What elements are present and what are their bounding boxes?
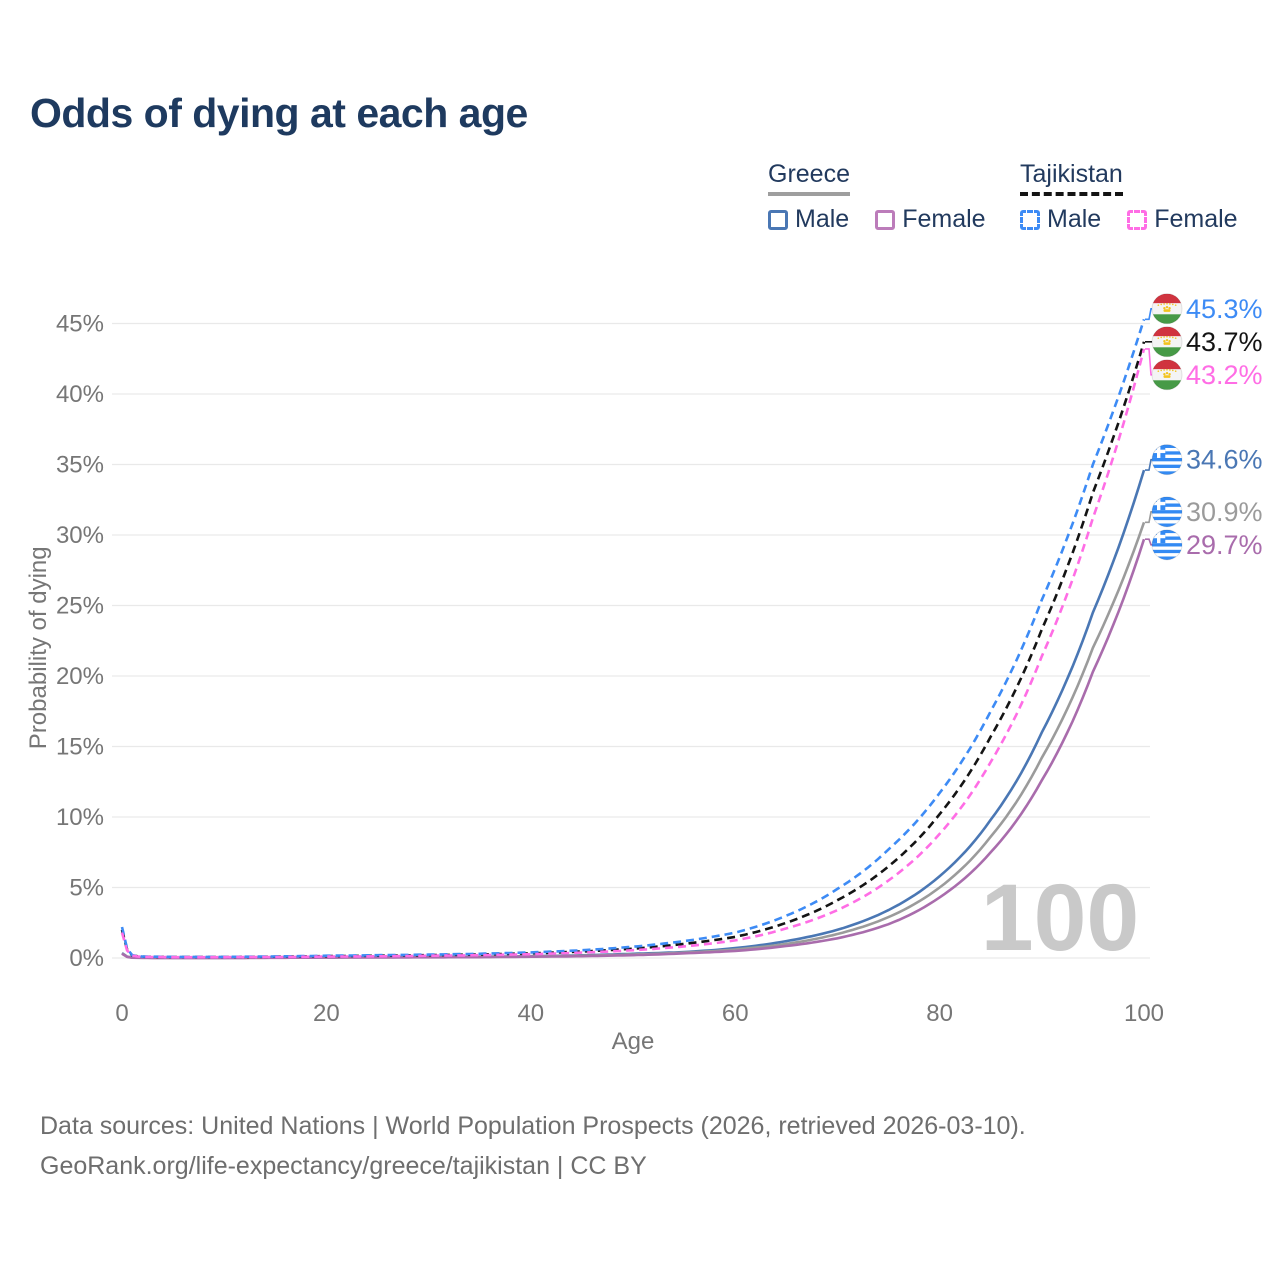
y-tick-label: 40% [56,381,104,408]
greece-flag-icon [1151,529,1183,561]
legend-header-greece[interactable]: Greece [768,160,850,196]
y-tick-label: 25% [56,593,104,620]
legend-group-greece: Greece Male Female [768,160,986,234]
tajikistan-flag-icon [1151,359,1183,391]
tajikistan-flag-icon [1151,326,1183,358]
end-value-label-tajikistan-female: 43.2% [1186,360,1263,390]
legend-items-greece: Male Female [768,205,986,234]
data-sources-footer: Data sources: United Nations | World Pop… [40,1106,1026,1186]
y-tick-label: 0% [69,945,104,972]
x-tick-label: 100 [1124,1000,1164,1027]
legend-item-label: Female [1154,205,1238,233]
end-value-label-greece: 30.9% [1186,497,1263,527]
series-line-tajikistan-male[interactable] [120,318,1146,959]
page-title: Odds of dying at each age [30,90,528,136]
y-tick-label: 35% [56,452,104,479]
legend-item-label: Male [1047,205,1102,233]
greece-male-swatch [768,209,788,230]
y-tick-label: 15% [56,734,104,761]
greece-flag-icon [1151,496,1183,528]
y-tick-label: 45% [56,311,104,338]
legend-group-tajikistan: Tajikistan Male Female [1020,160,1238,234]
greece-female-swatch [875,209,896,230]
tajikistan-flag-icon [1151,293,1183,325]
gridlines: 0% 5% 10% 15% 20% 25% 30% 35% 40% 45% [56,311,1150,972]
y-tick-label: 10% [56,804,104,831]
legend-item-greece-male[interactable]: Male [768,205,849,234]
x-tick-label: 60 [722,1000,749,1027]
legend-item-tajikistan-male[interactable]: Male [1020,205,1101,234]
tajikistan-male-swatch [1020,209,1040,230]
legend-item-tajikistan-female[interactable]: Female [1127,205,1238,234]
legend-item-label: Female [902,205,986,233]
y-axis-title: Probability of dying [25,546,52,749]
series-line-tajikistan-female[interactable] [120,348,1146,959]
y-tick-label: 20% [56,663,104,690]
x-tick-label: 80 [926,1000,953,1027]
legend-item-label: Male [795,205,850,233]
legend-items-tajikistan: Male Female [1020,205,1238,234]
end-value-label-greece-male: 34.6% [1186,445,1263,475]
age-watermark: 100 [981,865,1140,971]
greece-flag-icon [1151,444,1183,476]
end-value-label-tajikistan-male: 45.3% [1186,294,1263,324]
tajikistan-female-swatch [1127,209,1148,230]
end-value-label-greece-female: 29.7% [1186,530,1263,560]
x-axis-title: Age [612,1028,655,1055]
y-tick-label: 5% [69,875,104,902]
legend-header-tajikistan[interactable]: Tajikistan [1020,160,1123,196]
footer-line-1: Data sources: United Nations | World Pop… [40,1112,1026,1140]
legend-item-greece-female[interactable]: Female [875,205,986,234]
end-value-label-tajikistan: 43.7% [1186,327,1263,357]
x-tick-label: 0 [115,1000,128,1027]
x-tick-label: 20 [313,1000,340,1027]
footer-line-2: GeoRank.org/life-expectancy/greece/tajik… [40,1152,647,1180]
x-tick-label: 40 [517,1000,544,1027]
y-tick-label: 30% [56,522,104,549]
